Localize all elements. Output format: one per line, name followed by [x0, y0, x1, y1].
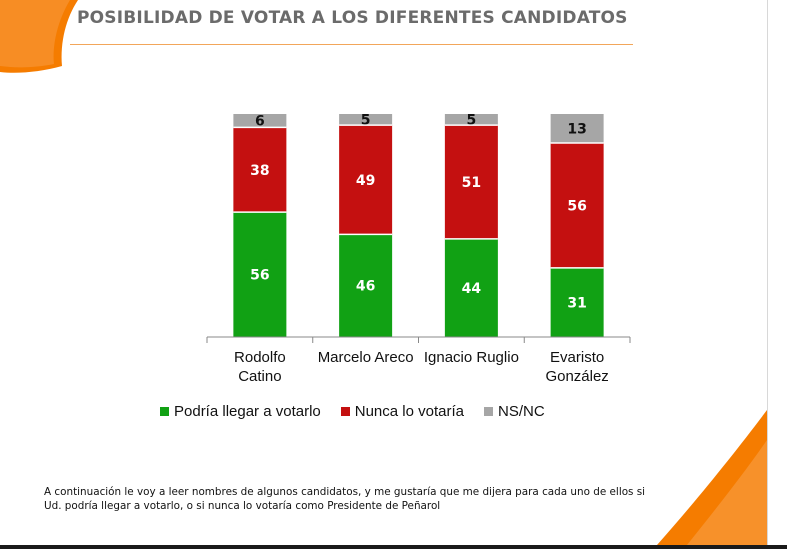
bar-segment-1	[550, 142, 604, 268]
legend-swatch	[340, 407, 350, 416]
bar-segment-2	[339, 114, 393, 126]
bar-segment-0	[550, 267, 604, 337]
chart-legend: Podría llegar a votarlo Nunca lo votaría N…	[160, 403, 545, 420]
question-footnote: A continuación le voy a leer nombres de …	[44, 485, 694, 513]
data-label: 56	[250, 268, 269, 284]
orange-swoosh-decoration	[657, 410, 767, 545]
category-label: González	[545, 368, 608, 385]
bar-segment-1	[444, 125, 498, 239]
data-label: 51	[462, 175, 481, 191]
category-label: Ignacio Ruglio	[424, 349, 519, 366]
bar-segment-1	[339, 125, 393, 235]
legend-label: NS/NC	[497, 403, 545, 420]
footnote-line-2: Ud. podría llegar a votarlo, o si nunca …	[44, 500, 441, 512]
orange-corner-decoration	[0, 0, 78, 73]
category-label: Rodolfo	[234, 349, 286, 366]
data-label: 5	[467, 113, 477, 129]
data-label: 56	[567, 198, 586, 214]
bar-segment-2	[550, 114, 604, 143]
footnote-line-1: A continuación le voy a leer nombres de …	[44, 486, 646, 498]
legend-label: Podría llegar a votarlo	[174, 403, 321, 420]
bar-segment-2	[233, 114, 287, 128]
slide: POSIBILIDAD DE VOTAR A LOS DIFERENTES CA…	[0, 0, 767, 545]
legend-swatch	[160, 407, 169, 416]
data-label: 44	[462, 281, 482, 297]
category-label: Marcelo Areco	[318, 349, 414, 366]
data-label: 6	[255, 114, 265, 130]
page-title: POSIBILIDAD DE VOTAR A LOS DIFERENTES CA…	[77, 8, 628, 28]
legend-item-1: Nunca lo votaría	[340, 403, 464, 420]
slide-right-edge	[767, 0, 768, 545]
category-label: Catino	[238, 368, 281, 385]
title-underline	[70, 44, 633, 45]
category-label: Evaristo	[550, 349, 604, 366]
bar-segment-2	[444, 114, 498, 126]
legend-label: Nunca lo votaría	[354, 403, 464, 420]
data-label: 5	[361, 113, 371, 129]
data-label: 31	[567, 295, 586, 311]
bar-segment-0	[444, 238, 498, 337]
bar-segment-0	[339, 234, 393, 337]
slide-bottom-edge	[0, 545, 787, 549]
bar-segment-0	[233, 212, 287, 337]
data-label: 13	[567, 121, 586, 137]
legend-swatch	[483, 407, 493, 416]
data-label: 38	[250, 163, 269, 179]
legend-item-0: Podría llegar a votarlo	[160, 403, 321, 420]
data-label: 46	[356, 279, 375, 295]
bar-segment-1	[233, 127, 287, 213]
data-label: 49	[356, 173, 375, 189]
legend-item-2: NS/NC	[483, 403, 545, 420]
